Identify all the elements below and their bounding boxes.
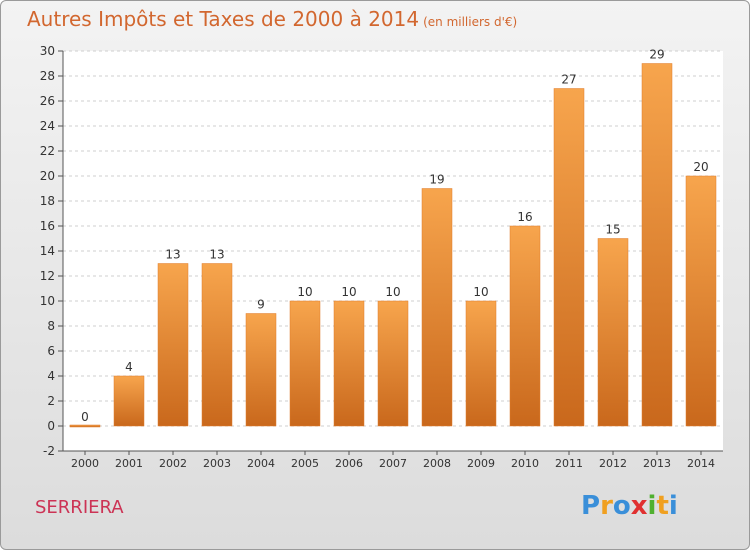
y-tick-label: 2 bbox=[47, 394, 55, 408]
chart-title: Autres Impôts et Taxes de 2000 à 2014 (en… bbox=[27, 7, 517, 31]
bar bbox=[597, 238, 629, 427]
y-tick-label: 4 bbox=[47, 369, 55, 383]
y-tick-label: 14 bbox=[40, 244, 55, 258]
y-tick-label: 28 bbox=[40, 69, 55, 83]
bar-value-label: 20 bbox=[693, 160, 708, 174]
bar bbox=[641, 63, 673, 427]
logo-letter: i bbox=[647, 491, 657, 521]
bar-value-label: 27 bbox=[561, 73, 576, 87]
x-tick-label: 2001 bbox=[115, 457, 143, 470]
y-tick-label: 20 bbox=[40, 169, 55, 183]
bar bbox=[69, 424, 101, 428]
x-tick-label: 2000 bbox=[71, 457, 99, 470]
bar-value-label: 16 bbox=[517, 210, 532, 224]
bar bbox=[113, 375, 145, 427]
x-tick-label: 2013 bbox=[643, 457, 671, 470]
bar-value-label: 19 bbox=[429, 173, 444, 187]
y-tick-label: 18 bbox=[40, 194, 55, 208]
logo-letter: r bbox=[600, 491, 613, 521]
y-tick-label: -2 bbox=[43, 444, 55, 458]
bar bbox=[685, 175, 717, 427]
y-tick-label: 6 bbox=[47, 344, 55, 358]
bar-value-label: 10 bbox=[473, 285, 488, 299]
y-tick-label: 30 bbox=[40, 44, 55, 58]
bar bbox=[465, 300, 497, 427]
x-tick-label: 2003 bbox=[203, 457, 231, 470]
bar bbox=[245, 313, 277, 427]
x-tick-label: 2010 bbox=[511, 457, 539, 470]
bar-value-label: 4 bbox=[125, 360, 133, 374]
bar bbox=[333, 300, 365, 427]
x-tick-label: 2007 bbox=[379, 457, 407, 470]
logo-letter: x bbox=[630, 491, 648, 521]
y-tick-label: 0 bbox=[47, 419, 55, 433]
y-tick-label: 10 bbox=[40, 294, 55, 308]
x-tick-label: 2012 bbox=[599, 457, 627, 470]
bar-value-label: 10 bbox=[385, 285, 400, 299]
bar-value-label: 15 bbox=[605, 223, 620, 237]
bar bbox=[377, 300, 409, 427]
y-tick-label: 12 bbox=[40, 269, 55, 283]
bar bbox=[553, 88, 585, 427]
y-tick-label: 22 bbox=[40, 144, 55, 158]
x-tick-label: 2002 bbox=[159, 457, 187, 470]
bar-value-label: 13 bbox=[165, 248, 180, 262]
y-tick-label: 24 bbox=[40, 119, 55, 133]
bar-value-label: 13 bbox=[209, 248, 224, 262]
bar-value-label: 29 bbox=[649, 48, 664, 62]
logo-letter: t bbox=[656, 491, 669, 521]
y-tick-label: 8 bbox=[47, 319, 55, 333]
logo-letter: i bbox=[668, 491, 678, 521]
x-tick-label: 2006 bbox=[335, 457, 363, 470]
bar bbox=[509, 225, 541, 427]
x-tick-label: 2004 bbox=[247, 457, 275, 470]
bar-value-label: 9 bbox=[257, 298, 265, 312]
title-text: Autres Impôts et Taxes de 2000 à 2014 bbox=[27, 7, 420, 31]
bar bbox=[421, 188, 453, 427]
bar-value-label: 10 bbox=[297, 285, 312, 299]
x-tick-label: 2014 bbox=[687, 457, 715, 470]
y-tick-label: 26 bbox=[40, 94, 55, 108]
bar-value-label: 10 bbox=[341, 285, 356, 299]
y-tick-label: 16 bbox=[40, 219, 55, 233]
x-tick-label: 2009 bbox=[467, 457, 495, 470]
bar bbox=[157, 263, 189, 427]
bar-value-label: 0 bbox=[81, 410, 89, 424]
x-tick-label: 2005 bbox=[291, 457, 319, 470]
logo-letter: o bbox=[612, 491, 631, 521]
bar bbox=[289, 300, 321, 427]
unit-label: (en milliers d'€) bbox=[423, 15, 518, 29]
commune-name: SERRIERA bbox=[35, 497, 124, 518]
bar bbox=[201, 263, 233, 427]
proxiti-logo: Proxiti bbox=[581, 491, 678, 521]
x-tick-label: 2011 bbox=[555, 457, 583, 470]
x-tick-label: 2008 bbox=[423, 457, 451, 470]
logo-letter: P bbox=[581, 491, 601, 521]
